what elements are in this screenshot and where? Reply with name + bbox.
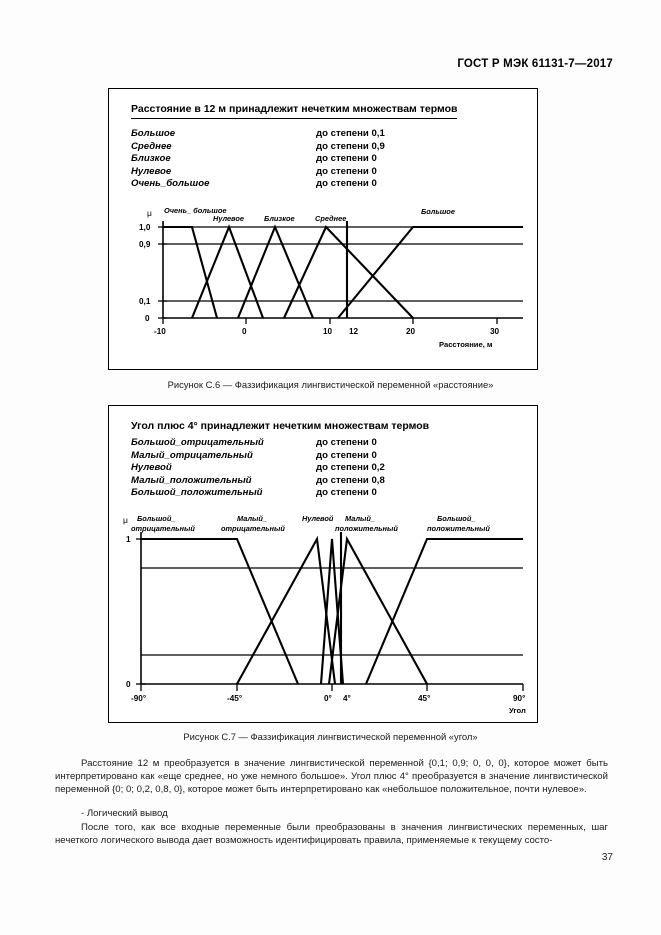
chart-label-ochen-bolshoe: Очень_ большое — [164, 206, 226, 215]
distance-term-table: Расстояние в 12 м принадлежит нечетким м… — [109, 89, 537, 197]
term-name: Нулевой — [131, 462, 172, 474]
mf-bolshoi-polozhitelnyi — [365, 537, 523, 685]
body-paragraph-2: - Логический вывод — [55, 807, 608, 820]
figure-caption-c6: Рисунок С.6 — Фаззификация лингвистическ… — [167, 379, 494, 390]
chart-label-bolshoi-pol-2: положительный — [427, 524, 490, 533]
x-tick-label-0: 0 — [242, 327, 247, 336]
table-row: Близкое до степени 0 — [131, 153, 523, 166]
table-row: Нулевое до степени 0 — [131, 166, 523, 179]
x-tick-label-m90: -90° — [131, 694, 146, 703]
chart-label-malyi-pol-1: Малый_ — [345, 514, 375, 523]
term-name: Малый_положительный — [131, 474, 252, 486]
x-axis-title: Угол — [509, 706, 526, 715]
y-tick-label-1: 1,0 — [139, 223, 151, 232]
axis-label-mu: μ — [147, 208, 152, 218]
term-name: Близкое — [131, 153, 171, 165]
table-row: Среднее до степени 0,9 — [131, 141, 523, 154]
x-tick-label-4: 4° — [343, 694, 351, 703]
chart-label-malyi-pol-2: положительный — [335, 524, 398, 533]
term-name: Среднее — [131, 140, 172, 152]
table-row: Малый_отрицательный до степени 0 — [131, 450, 523, 463]
figure-caption-c7: Рисунок С.7 — Фаззификация лингвистическ… — [183, 731, 478, 742]
x-tick-label-12: 12 — [349, 327, 359, 336]
y-tick-label-09: 0,9 — [139, 240, 151, 249]
table-row: Большое до степени 0,1 — [131, 128, 523, 141]
mf-malyi-otricatelnyi — [236, 535, 337, 685]
distance-term-list: Большое до степени 0,1 Среднее до степен… — [131, 128, 523, 191]
page-number: 37 — [601, 852, 613, 863]
table-row: Большой_отрицательный до степени 0 — [131, 437, 523, 450]
term-name: Большой_положительный — [131, 487, 263, 499]
x-tick-label-20: 20 — [406, 327, 416, 336]
body-paragraph-3: После того, как все входные переменные б… — [55, 821, 608, 847]
mf-srednee — [283, 225, 414, 319]
x-tick-label-m45: -45° — [227, 694, 242, 703]
figure-distance-box: Расстояние в 12 м принадлежит нечетким м… — [108, 88, 538, 370]
term-name: Очень_большое — [131, 178, 210, 190]
distance-term-title: Расстояние в 12 м принадлежит нечетким м… — [131, 103, 458, 119]
table-row: Малый_положительный до степени 0,8 — [131, 475, 523, 488]
x-tick-label-10: 10 — [323, 327, 333, 336]
chart-label-bolshoi-otr-2: отрицательный — [131, 524, 195, 533]
term-name: Большое — [131, 128, 176, 139]
angle-term-table: Угол плюс 4° принадлежит нечетким множес… — [109, 406, 537, 506]
chart-label-malyi-otr-2: отрицательный — [221, 524, 285, 533]
mf-nulevoe — [191, 224, 264, 319]
paragraph-3-text: После того, как все входные переменные б… — [55, 822, 608, 847]
paragraph-2-text: - Логический вывод — [81, 808, 168, 819]
chart-label-malyi-otr-1: Малый_ — [237, 514, 267, 523]
mf-nulevoi — [319, 538, 345, 685]
mf-malyi-polozhitelnyi — [327, 535, 428, 685]
chart-label-srednee: Среднее — [315, 214, 346, 223]
angle-chart-svg: μ Большой_ отрицательный Малый_ отрицате… — [123, 514, 526, 715]
y-tick-label-0: 0 — [145, 314, 150, 323]
y-tick-label-1: 1 — [126, 535, 131, 544]
term-degree: до степени 0 — [316, 178, 377, 190]
angle-chart: μ Большой_ отрицательный Малый_ отрицате… — [109, 506, 537, 724]
term-degree: до степени 0,9 — [316, 140, 385, 152]
chart-label-blizkoe: Близкое — [264, 214, 295, 223]
x-tick-label-m10: -10 — [154, 327, 166, 336]
mf-bolshoe — [337, 225, 523, 319]
x-tick-label-45: 45° — [418, 694, 430, 703]
x-axis-title: Расстояние, м — [439, 340, 493, 349]
table-row: Очень_большое до степени 0 — [131, 178, 523, 191]
term-degree: до степени 0 — [316, 437, 377, 448]
mf-blizkoe — [237, 224, 314, 319]
term-degree: до степени 0 — [316, 165, 377, 177]
term-degree: до степени 0,8 — [316, 474, 385, 486]
chart-label-bolshoi-pol-1: Большой_ — [437, 514, 475, 523]
x-tick-label-30: 30 — [490, 327, 500, 336]
chart-label-bolshoi-otr-1: Большой_ — [137, 514, 175, 523]
chart-label-nulevoi: Нулевой — [302, 514, 334, 523]
term-degree: до степени 0 — [316, 449, 377, 461]
x-tick-label-90: 90° — [513, 694, 525, 703]
term-degree: до степени 0,1 — [316, 128, 385, 139]
distance-chart-svg: Очень_ большое Нулевое Близкое Среднее Б… — [139, 206, 523, 349]
table-row: Большой_положительный до степени 0 — [131, 487, 523, 500]
paragraph-1-text: Расстояние 12 м преобразуется в значение… — [55, 758, 608, 796]
term-degree: до степени 0 — [316, 153, 377, 165]
term-degree: до степени 0,2 — [316, 462, 385, 474]
table-row: Нулевой до степени 0,2 — [131, 462, 523, 475]
x-tick-label-0: 0° — [324, 694, 332, 703]
y-tick-label-0: 0 — [126, 680, 131, 689]
term-name: Малый_отрицательный — [131, 449, 253, 461]
figure-angle-box: Угол плюс 4° принадлежит нечетким множес… — [108, 405, 538, 723]
chart-label-bolshoe: Большое — [421, 207, 455, 216]
term-name: Большой_отрицательный — [131, 437, 264, 448]
standard-header: ГОСТ Р МЭК 61131-7—2017 — [457, 58, 613, 70]
term-name: Нулевое — [131, 165, 172, 177]
axis-label-mu: μ — [123, 515, 128, 525]
body-paragraph-1: Расстояние 12 м преобразуется в значение… — [55, 757, 608, 797]
y-tick-label-01: 0,1 — [139, 297, 151, 306]
chart-label-nulevoe: Нулевое — [213, 214, 244, 223]
mf-ochen-bolshoe — [163, 225, 219, 319]
angle-term-title: Угол плюс 4° принадлежит нечетким множес… — [131, 420, 430, 432]
term-degree: до степени 0 — [316, 487, 377, 499]
distance-chart: Очень_ большое Нулевое Близкое Среднее Б… — [109, 197, 537, 357]
mf-bolshoi-otricatelnyi — [141, 537, 299, 685]
angle-term-list: Большой_отрицательный до степени 0 Малый… — [131, 437, 523, 500]
